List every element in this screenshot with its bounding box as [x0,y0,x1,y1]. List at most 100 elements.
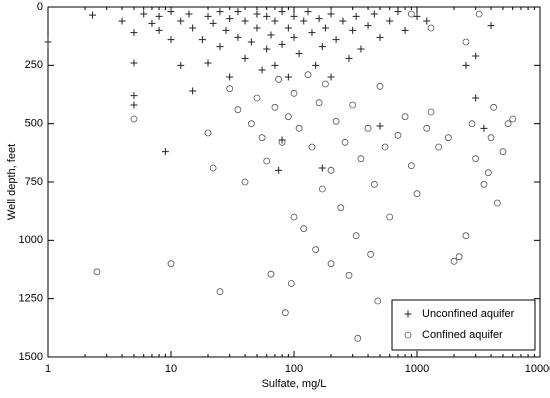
legend-marker [404,331,412,339]
point [241,54,249,62]
point [386,17,394,25]
y-tick-label: 1250 [19,293,43,305]
point [401,113,409,121]
point [354,334,362,342]
point [321,24,329,32]
point [364,22,372,30]
point [167,36,175,44]
point [308,143,316,151]
point [275,166,283,174]
point [177,61,185,69]
point [216,288,224,296]
point [130,115,138,123]
x-tick-label: 10 [165,363,177,375]
point [258,66,266,74]
point [423,17,431,25]
point [267,31,275,39]
point [318,43,326,51]
point [140,10,148,18]
point [130,59,138,67]
y-tick-label: 750 [25,176,43,188]
point [472,155,480,163]
point [487,22,495,30]
point [370,180,378,188]
point [462,61,470,69]
point [198,36,206,44]
point [204,59,212,67]
x-tick-label: 1 [45,363,51,375]
point [167,8,175,16]
point [304,8,312,16]
point [341,138,349,146]
point [222,26,230,34]
point [357,45,365,53]
point [475,10,483,18]
point [209,164,217,172]
point [130,92,138,100]
point [155,12,163,20]
point [247,38,255,46]
point [130,101,138,109]
point [462,232,470,240]
point [271,17,279,25]
point [315,15,323,23]
point [271,61,279,69]
point [295,50,303,58]
point [304,71,312,79]
point [394,131,402,139]
point [290,213,298,221]
point [281,309,289,317]
point [499,148,507,156]
point [401,26,409,34]
point [155,26,163,34]
y-tick-label: 500 [25,118,43,130]
point [364,124,372,132]
point [204,12,212,20]
point [484,169,492,177]
point [468,120,476,128]
point [300,225,308,233]
point [381,143,389,151]
y-tick-label: 1500 [19,351,43,363]
point [487,134,495,142]
point [271,103,279,111]
point [177,17,185,25]
point [321,80,329,88]
point [312,61,320,69]
point [234,8,242,16]
point [327,10,335,18]
point [308,29,316,37]
point [234,106,242,114]
x-axis-label: Sulfate, mg/L [262,378,327,390]
point [349,101,357,109]
point [413,190,421,198]
point [318,185,326,193]
x-tick-label: 1000 [405,363,429,375]
legend-marker [404,310,412,318]
point [189,24,197,32]
point [327,166,335,174]
point [312,246,320,254]
point [480,124,488,132]
x-tick-label: 100 [285,363,303,375]
point [167,260,175,268]
point [450,257,458,265]
point [189,87,197,95]
point [226,73,234,81]
point [216,43,224,51]
point [435,143,443,151]
y-axis-label: Well depth, feet [6,144,18,220]
point [253,10,261,18]
point [357,155,365,163]
point [263,12,271,20]
point [376,33,384,41]
point [407,10,415,18]
point [349,26,357,34]
point [300,17,308,25]
point [490,103,498,111]
point [455,253,463,261]
point [376,82,384,90]
point [290,33,298,41]
point [93,268,101,276]
